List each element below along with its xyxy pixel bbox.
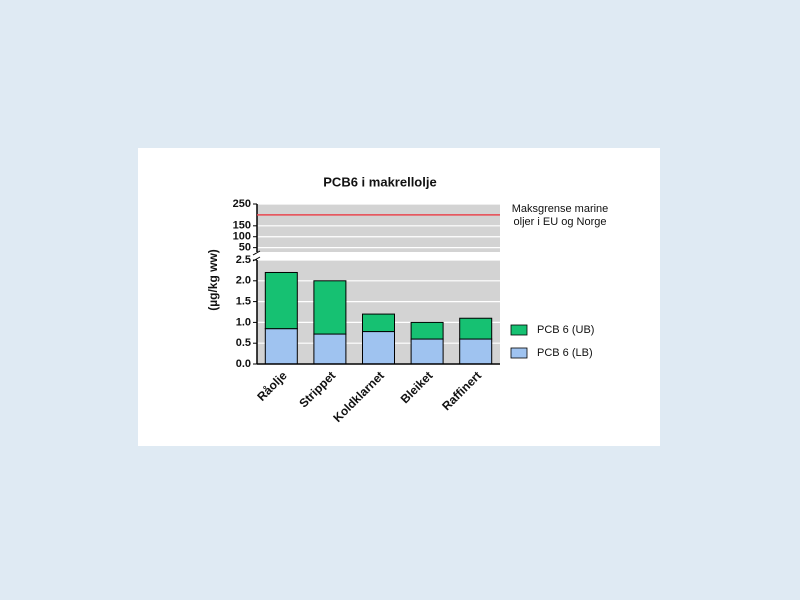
y-tick-label: 0.5 bbox=[236, 337, 251, 349]
y-tick-label: 100 bbox=[233, 231, 251, 243]
y-tick-label: 150 bbox=[233, 220, 251, 232]
bar-segment bbox=[362, 313, 395, 333]
axis-break bbox=[252, 250, 261, 256]
y-tick-label: 0.0 bbox=[236, 358, 251, 370]
y-tick-label: 2.0 bbox=[236, 275, 251, 287]
bar-segment bbox=[264, 271, 298, 330]
bar-segment bbox=[410, 321, 444, 340]
y-tick-label: 1.5 bbox=[236, 296, 251, 308]
legend-label: PCB 6 (UB) bbox=[537, 324, 594, 336]
legend-swatch bbox=[510, 347, 528, 359]
bar-segment bbox=[313, 333, 347, 365]
y-tick-label: 50 bbox=[239, 242, 251, 254]
bar-segment bbox=[459, 338, 493, 365]
reference-label: Maksgrense marine bbox=[512, 203, 609, 215]
y-tick-label: 1.0 bbox=[236, 316, 251, 328]
bar-segment bbox=[362, 331, 395, 365]
bar-segment bbox=[459, 317, 493, 340]
legend-swatch bbox=[510, 324, 528, 336]
plot-background bbox=[257, 204, 500, 252]
axis-break bbox=[252, 256, 261, 262]
y-axis-label: (µg/kg ww) bbox=[206, 249, 220, 311]
legend-label: PCB 6 (LB) bbox=[537, 347, 593, 359]
bar-segment bbox=[264, 328, 298, 365]
y-tick-label: 250 bbox=[233, 198, 251, 210]
bar-segment bbox=[313, 280, 347, 335]
reference-label: oljer i EU og Norge bbox=[514, 216, 607, 228]
chart-title: PCB6 i makrellolje bbox=[323, 174, 436, 189]
bar-segment bbox=[410, 338, 444, 365]
y-tick-label: 2.5 bbox=[236, 254, 251, 266]
